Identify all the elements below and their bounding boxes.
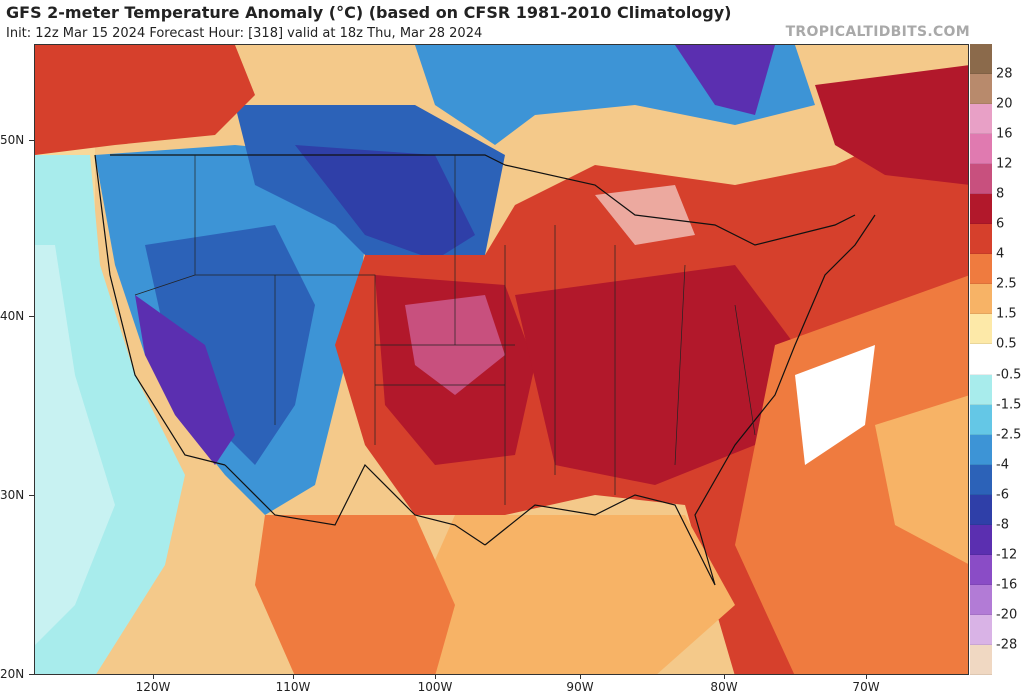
colorbar-segment <box>970 164 992 195</box>
map-canvas <box>35 45 968 674</box>
colorbar-label: -28 <box>996 637 1018 653</box>
lon-tick-120w <box>153 675 154 679</box>
western-cold-core <box>145 225 315 465</box>
lat-label-50n: 50N <box>0 133 25 147</box>
lon-label-80w: 80W <box>710 680 738 694</box>
lat-label-20n: 20N <box>0 667 25 681</box>
lat-tick-50n <box>29 140 34 141</box>
us-coastline <box>94 154 876 586</box>
colorbar-label: -0.5 <box>996 367 1022 383</box>
colorbar-segment <box>970 194 992 225</box>
mexico-warm <box>255 515 455 674</box>
colorbar-segment <box>970 554 992 585</box>
pacific-cool-light <box>35 245 115 645</box>
colorbar-label: 0.5 <box>996 336 1017 352</box>
colorbar-label: 2.5 <box>996 276 1017 292</box>
colorbar-label: 20 <box>996 96 1013 112</box>
colorbar-segment <box>970 524 992 555</box>
map-title: GFS 2-meter Temperature Anomaly (°C) (ba… <box>6 3 732 22</box>
lon-tick-70w <box>866 675 867 679</box>
colorbar-segment <box>970 644 992 675</box>
hudson-very-cold <box>675 45 775 115</box>
colorbar-segment <box>970 314 992 345</box>
lat-tick-30n <box>29 495 34 496</box>
atlantic-neutral-patch <box>795 345 875 465</box>
us-canada-border <box>110 154 856 246</box>
colorbar-label: 1.5 <box>996 306 1017 322</box>
colorbar-label: 12 <box>996 156 1013 172</box>
lon-tick-110w <box>293 675 294 679</box>
midwest-warm <box>515 265 795 485</box>
colorbar-segment <box>970 374 992 405</box>
colorbar-segment <box>970 254 992 285</box>
temperature-anomaly-map <box>34 44 969 675</box>
colorbar-label: 28 <box>996 66 1013 82</box>
lon-label-100w: 100W <box>417 680 453 694</box>
california-very-cold <box>135 295 235 465</box>
colorbar-label: -8 <box>996 517 1009 533</box>
lon-tick-80w <box>724 675 725 679</box>
colorbar-segment <box>970 104 992 135</box>
colorbar-label: -12 <box>996 547 1018 563</box>
colorbar-label: 4 <box>996 246 1005 262</box>
colorbar-segment <box>970 284 992 315</box>
gulf-of-mexico <box>415 515 735 674</box>
colorbar-label: -16 <box>996 577 1018 593</box>
colorbar-segment <box>970 494 992 525</box>
lon-tick-90w <box>580 675 581 679</box>
colorbar-label: 8 <box>996 186 1005 202</box>
lon-label-110w: 110W <box>275 680 311 694</box>
lon-tick-100w <box>435 675 436 679</box>
lat-label-40n: 40N <box>0 309 25 323</box>
lon-label-90w: 90W <box>566 680 594 694</box>
colorbar-segment <box>970 74 992 105</box>
colorbar-label: -20 <box>996 607 1018 623</box>
colorbar-segment <box>970 584 992 615</box>
colorbar-segment <box>970 44 992 75</box>
colorbar-segment <box>970 134 992 165</box>
brand-watermark: TROPICALTIDBITS.COM <box>785 24 970 40</box>
lon-label-120w: 120W <box>135 680 171 694</box>
atlantic-mild <box>875 395 968 564</box>
colorbar-label: 16 <box>996 126 1013 142</box>
colorbar <box>970 44 992 675</box>
state-borders <box>134 155 756 505</box>
lat-tick-40n <box>29 316 34 317</box>
great-lakes-region <box>595 185 695 245</box>
quebec-warm <box>815 65 968 185</box>
lat-tick-20n <box>29 674 34 675</box>
colorbar-label: 6 <box>996 216 1005 232</box>
colorbar-segment <box>970 344 992 375</box>
map-subtitle: Init: 12z Mar 15 2024 Forecast Hour: [31… <box>6 26 483 41</box>
colorbar-segment <box>970 404 992 435</box>
colorbar-segment <box>970 614 992 645</box>
colorbar-segment <box>970 464 992 495</box>
colorbar-label: -4 <box>996 457 1009 473</box>
colorbar-label: -2.5 <box>996 427 1022 443</box>
atlantic-warm <box>735 275 968 674</box>
northern-plains-core <box>295 145 475 260</box>
lat-label-30n: 30N <box>0 488 25 502</box>
colorbar-label: -1.5 <box>996 397 1022 413</box>
us-mexico-border <box>224 463 486 546</box>
lon-label-70w: 70W <box>852 680 880 694</box>
colorbar-segment <box>970 434 992 465</box>
colorbar-segment <box>970 224 992 255</box>
colorbar-label: -6 <box>996 487 1009 503</box>
nw-canada-warm <box>35 45 255 155</box>
